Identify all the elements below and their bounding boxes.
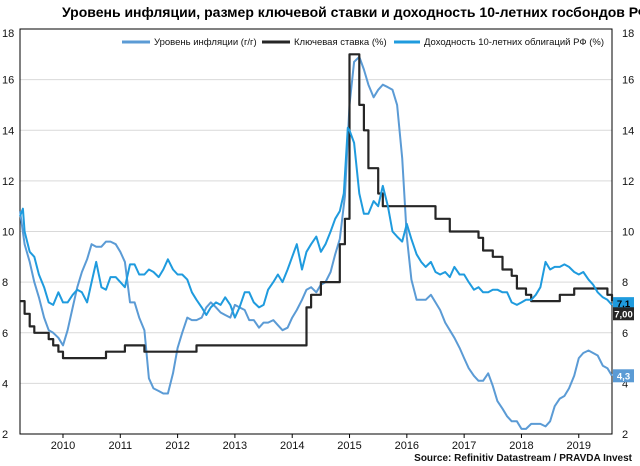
x-tick-label: 2010 bbox=[51, 440, 75, 452]
end-label-key-rate: 7,00 bbox=[613, 307, 634, 321]
legend-item-key-rate: Ключевая ставка (%) bbox=[262, 37, 387, 48]
legend-label-bond-yield: Доходность 10-летних облигаций РФ (%) bbox=[424, 37, 604, 48]
end-label-text-inflation: 4,3 bbox=[617, 371, 630, 382]
plot-frame bbox=[19, 28, 613, 435]
y-tick-label-left: 2 bbox=[2, 429, 8, 441]
y-tick-label-left: 10 bbox=[2, 227, 14, 239]
legend-item-bond-yield: Доходность 10-летних облигаций РФ (%) bbox=[394, 37, 604, 48]
y-tick-label-right: 2 bbox=[622, 429, 628, 441]
x-tick-label: 2013 bbox=[223, 440, 247, 452]
tick-layer: 2 2 4 4 6 6 8 8 10 10 12 12 14 14 16 16 18 18 2010 2011 2012… bbox=[2, 28, 634, 452]
y-tick-label-right: 14 bbox=[622, 125, 634, 137]
x-tick-label: 2014 bbox=[280, 440, 304, 452]
x-tick-label: 2017 bbox=[452, 440, 476, 452]
x-tick-label: 2018 bbox=[509, 440, 533, 452]
y-tick-label-left: 8 bbox=[2, 277, 8, 289]
y-tick-label-left: 16 bbox=[2, 75, 14, 87]
end-label-text-key-rate: 7,00 bbox=[614, 309, 633, 320]
legend: Уровень инфляции (г/г) Ключевая ставка (… bbox=[122, 37, 604, 48]
source-note: Source: Refinitiv Datastream / PRAVDA In… bbox=[414, 453, 633, 464]
grid-layer bbox=[20, 79, 612, 384]
end-label-bg-key-rate bbox=[613, 307, 634, 321]
series-line-inflation bbox=[19, 55, 613, 430]
x-tick-label: 2019 bbox=[567, 440, 591, 452]
x-tick-label: 2015 bbox=[337, 440, 361, 452]
y-tick-label-right: 6 bbox=[622, 328, 628, 340]
end-label-text-bond-yield: 7,1 bbox=[617, 299, 631, 310]
end-label-inflation: 4,3 bbox=[613, 369, 634, 383]
y-tick-label-right: 10 bbox=[622, 227, 634, 239]
legend-label-inflation: Уровень инфляции (г/г) bbox=[154, 37, 257, 48]
y-tick-label-right: 4 bbox=[622, 378, 628, 390]
y-tick-label-right: 16 bbox=[622, 75, 634, 87]
end-label-layer: 7,17,00 4,3 bbox=[613, 297, 634, 383]
y-tick-label-right: 8 bbox=[622, 277, 628, 289]
x-tick-label: 2016 bbox=[395, 440, 419, 452]
x-tick-label: 2012 bbox=[165, 440, 189, 452]
x-tick-label: 2011 bbox=[108, 440, 132, 452]
y-tick-label-left: 14 bbox=[2, 125, 14, 137]
chart-title: Уровень инфляции, размер ключевой ставки… bbox=[62, 4, 640, 20]
y-tick-label-right: 12 bbox=[622, 176, 634, 188]
end-label-bg-bond-yield bbox=[613, 297, 634, 311]
series-layer bbox=[19, 53, 614, 430]
y-tick-label-left: 12 bbox=[2, 176, 14, 188]
y-tick-label-left: 6 bbox=[2, 328, 8, 340]
series-line-bond-yield bbox=[19, 126, 613, 319]
end-label-bg-inflation bbox=[613, 369, 634, 383]
legend-item-inflation: Уровень инфляции (г/г) bbox=[122, 37, 257, 48]
series-line-key-rate bbox=[20, 53, 614, 360]
end-label-bond-yield: 7,1 bbox=[613, 297, 634, 311]
y-tick-label-left: 18 bbox=[2, 28, 14, 40]
y-tick-label-left: 4 bbox=[2, 378, 8, 390]
y-tick-label-right: 18 bbox=[622, 28, 634, 40]
legend-label-key-rate: Ключевая ставка (%) bbox=[294, 37, 387, 48]
